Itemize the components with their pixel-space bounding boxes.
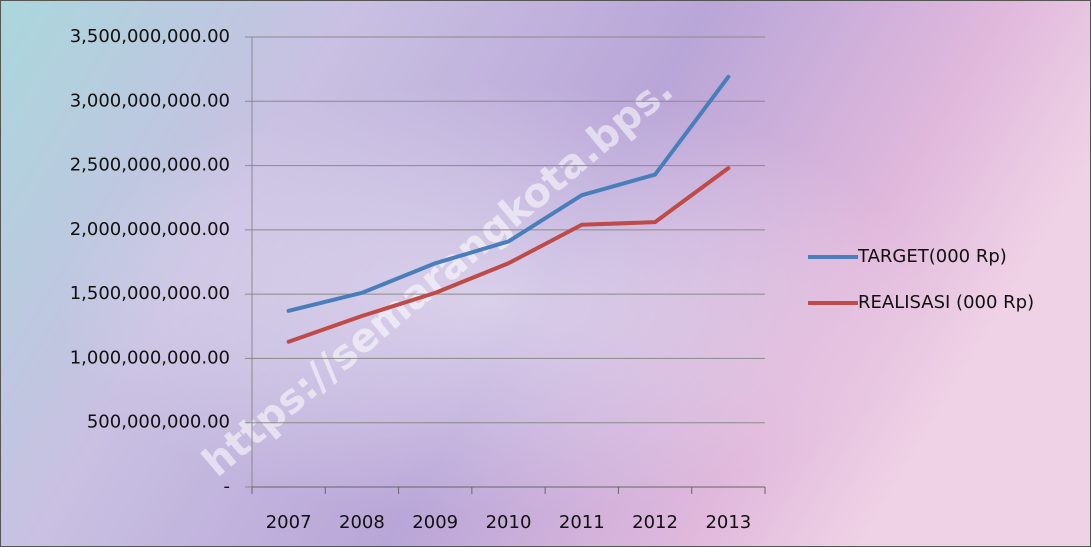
- line-series: [286, 166, 731, 344]
- x-tick-label: 2010: [486, 512, 532, 533]
- x-tick-label: 2013: [705, 512, 751, 533]
- y-tick-label: 3,000,000,000.00: [70, 90, 230, 111]
- x-tick-label: 2007: [266, 512, 312, 533]
- y-tick-label: 1,500,000,000.00: [70, 283, 230, 304]
- line-series: [286, 74, 731, 313]
- y-tick-label: 2,000,000,000.00: [70, 219, 230, 240]
- y-tick-label: 2,500,000,000.00: [70, 155, 230, 176]
- x-tick-label: 2012: [632, 512, 678, 533]
- legend-label: REALISASI (000 Rp): [858, 292, 1034, 313]
- y-tick-label: 3,500,000,000.00: [70, 26, 230, 47]
- y-tick-label: 1,000,000,000.00: [70, 347, 230, 368]
- y-tick-label: -: [224, 476, 231, 497]
- x-tick-label: 2009: [412, 512, 458, 533]
- y-tick-label: 500,000,000.00: [87, 412, 230, 433]
- legend-label: TARGET(000 Rp): [857, 246, 1007, 267]
- x-tick-label: 2008: [339, 512, 385, 533]
- x-tick-label: 2011: [559, 512, 605, 533]
